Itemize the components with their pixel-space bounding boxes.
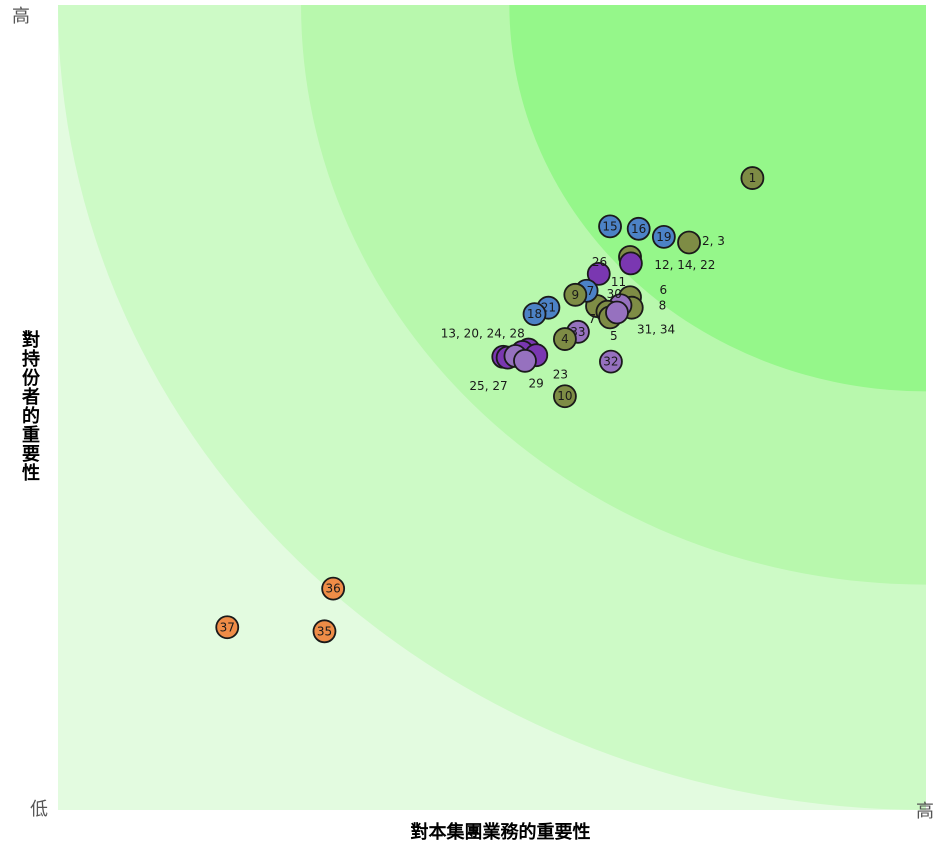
data-point-label: 18 xyxy=(527,307,542,321)
data-point-marker[interactable] xyxy=(618,251,643,276)
data-point-label: 15 xyxy=(602,219,617,233)
data-point[interactable]: 1 xyxy=(740,166,765,190)
y-axis-low-label: 低 xyxy=(30,799,48,820)
data-point[interactable]: 9 xyxy=(563,282,588,307)
data-point-marker[interactable] xyxy=(626,216,651,241)
data-point-label: 19 xyxy=(656,230,671,244)
data-point[interactable]: 15 xyxy=(598,214,622,239)
annotation-label: 2, 3 xyxy=(702,234,725,248)
data-point[interactable]: 36 xyxy=(321,576,346,601)
annotation-label: 26 xyxy=(592,255,607,269)
data-point-label: 9 xyxy=(572,288,580,302)
data-point-marker[interactable] xyxy=(513,348,537,373)
data-point[interactable]: 18 xyxy=(522,302,547,327)
data-point-marker[interactable] xyxy=(651,224,676,249)
y-axis-high-label: 高 xyxy=(9,6,30,24)
data-point[interactable] xyxy=(677,230,701,255)
data-point-marker[interactable] xyxy=(599,349,623,374)
data-point-label: 36 xyxy=(326,582,341,596)
data-point[interactable]: 19 xyxy=(651,224,676,249)
data-point[interactable]: 35 xyxy=(312,619,337,644)
x-axis-title: 對本集團業務的重要性 xyxy=(410,822,591,843)
annotation-label: 7 xyxy=(588,312,596,326)
data-point-marker[interactable] xyxy=(553,327,577,351)
data-point-marker[interactable] xyxy=(215,615,240,640)
data-point-marker[interactable] xyxy=(605,300,629,325)
y-axis-title: 對持份者的重要性 xyxy=(19,330,40,482)
data-point[interactable]: 37 xyxy=(215,615,240,640)
annotation-label: 25, 27 xyxy=(469,379,507,393)
data-point[interactable] xyxy=(586,261,611,286)
annotation-label: 23 xyxy=(553,367,568,381)
data-point-marker[interactable] xyxy=(598,214,622,239)
annotation-label: 6 xyxy=(660,283,668,297)
x-axis-high-label: 高 xyxy=(916,801,934,822)
data-point-label: 1 xyxy=(749,171,757,185)
data-point[interactable] xyxy=(605,300,629,325)
annotation-label: 29 xyxy=(528,376,543,390)
data-point-marker[interactable] xyxy=(522,302,547,327)
data-point[interactable]: 32 xyxy=(599,349,623,374)
data-point-label: 32 xyxy=(603,355,618,369)
data-point[interactable]: 33 xyxy=(566,319,590,344)
data-point-label: 16 xyxy=(631,222,646,236)
annotation-label: 30 xyxy=(607,287,622,301)
zone-critical xyxy=(509,5,926,392)
data-point-marker[interactable] xyxy=(740,166,765,190)
materiality-zones xyxy=(58,5,926,810)
data-point[interactable] xyxy=(618,251,643,276)
annotation-label: 13, 20, 24, 28 xyxy=(441,326,525,340)
data-point[interactable] xyxy=(513,348,537,373)
data-point-marker[interactable] xyxy=(677,230,701,255)
data-point-label: 4 xyxy=(561,332,569,346)
data-point[interactable]: 4 xyxy=(553,327,577,351)
data-point-label: 10 xyxy=(557,389,572,403)
data-point-marker[interactable] xyxy=(586,261,611,286)
annotation-label: 12, 14, 22 xyxy=(654,258,715,272)
data-point-marker[interactable] xyxy=(553,384,577,409)
data-point-label: 37 xyxy=(220,620,235,634)
data-point-marker[interactable] xyxy=(321,576,346,601)
annotation-label: 31, 34 xyxy=(637,322,675,336)
data-point-label: 35 xyxy=(317,624,332,638)
annotation-label: 5 xyxy=(610,329,618,343)
annotation-label: 8 xyxy=(659,298,667,312)
data-point[interactable]: 10 xyxy=(553,384,577,409)
data-point-marker[interactable] xyxy=(563,282,588,307)
data-point-marker[interactable] xyxy=(312,619,337,644)
annotation-label: 11 xyxy=(611,275,626,289)
data-point[interactable]: 16 xyxy=(626,216,651,241)
